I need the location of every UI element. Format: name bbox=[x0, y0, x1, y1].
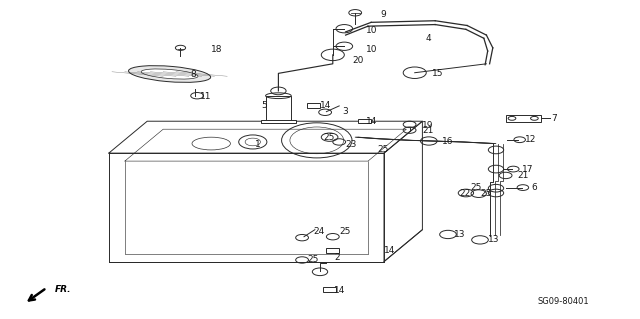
Text: 3: 3 bbox=[342, 107, 348, 116]
Text: 14: 14 bbox=[384, 246, 396, 255]
Text: 4: 4 bbox=[426, 34, 431, 43]
Text: SG09-80401: SG09-80401 bbox=[538, 297, 589, 306]
Polygon shape bbox=[261, 120, 296, 123]
Bar bbox=[326, 248, 339, 253]
Text: 18: 18 bbox=[211, 45, 223, 54]
Text: 8: 8 bbox=[191, 70, 196, 79]
Text: 25: 25 bbox=[307, 256, 319, 264]
Text: 9: 9 bbox=[381, 10, 387, 19]
Text: 25: 25 bbox=[378, 145, 389, 154]
Text: 25: 25 bbox=[470, 183, 482, 192]
Text: 13: 13 bbox=[488, 235, 499, 244]
Text: 14: 14 bbox=[320, 101, 332, 110]
Text: 7: 7 bbox=[552, 114, 557, 123]
Text: 14: 14 bbox=[366, 117, 378, 126]
Text: 25: 25 bbox=[339, 227, 351, 236]
Text: 2: 2 bbox=[334, 253, 340, 262]
Text: 12: 12 bbox=[525, 135, 536, 144]
Text: 5: 5 bbox=[261, 101, 267, 110]
Text: 6: 6 bbox=[531, 183, 537, 192]
Ellipse shape bbox=[129, 66, 211, 82]
Text: 10: 10 bbox=[366, 26, 378, 35]
Text: 10: 10 bbox=[366, 45, 378, 54]
Text: 16: 16 bbox=[442, 137, 453, 146]
Text: 1: 1 bbox=[255, 140, 260, 149]
Polygon shape bbox=[506, 115, 541, 122]
Ellipse shape bbox=[141, 69, 198, 79]
Bar bbox=[323, 287, 336, 292]
Text: 17: 17 bbox=[522, 165, 533, 174]
Text: 25: 25 bbox=[323, 133, 335, 142]
Text: 21: 21 bbox=[517, 171, 529, 180]
Text: 15: 15 bbox=[432, 69, 444, 78]
Text: 25: 25 bbox=[480, 189, 492, 198]
Text: 14: 14 bbox=[334, 286, 346, 295]
Text: 22: 22 bbox=[460, 189, 471, 198]
Text: 19: 19 bbox=[422, 121, 434, 130]
Text: FR.: FR. bbox=[55, 285, 72, 294]
Polygon shape bbox=[266, 96, 291, 121]
Text: 11: 11 bbox=[200, 92, 211, 101]
Text: 21: 21 bbox=[422, 126, 434, 135]
Bar bbox=[358, 119, 371, 123]
Text: 23: 23 bbox=[346, 140, 357, 149]
Text: 20: 20 bbox=[352, 56, 364, 65]
Bar bbox=[307, 103, 320, 108]
Text: 24: 24 bbox=[314, 227, 325, 236]
Text: 13: 13 bbox=[454, 230, 466, 239]
